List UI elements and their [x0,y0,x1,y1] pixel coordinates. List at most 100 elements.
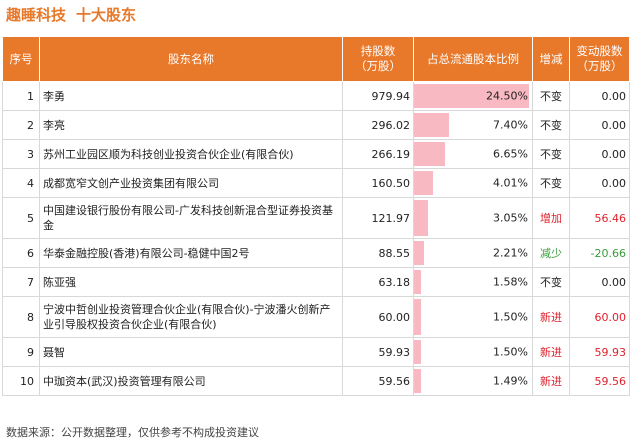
change-status: 不变 [532,81,570,111]
ratio-value: 1.58% [493,275,528,289]
ratio-bar [414,369,421,393]
row-index: 5 [2,197,40,239]
changed-shares: 0.00 [569,81,630,111]
change-status: 不变 [532,168,570,198]
row-index: 4 [2,168,40,198]
change-status: 减少 [532,238,570,268]
row-index: 1 [2,81,40,111]
ratio-value: 6.65% [493,147,528,161]
ratio-cell: 1.50% [413,296,533,338]
ratio-value: 24.50% [486,89,528,103]
header-ratio: 占总流通股本比例 [413,36,533,82]
shareholders-table: 序号 股东名称 持股数 （万股） 占总流通股本比例 增减 变动股数 （万股） 1… [2,36,630,396]
table-row: 1 李勇 979.94 24.50% 不变 0.00 [2,81,630,111]
ratio-bar [414,241,425,265]
header-change: 增减 [532,36,570,82]
ratio-value: 3.05% [493,211,528,225]
ratio-cell: 7.40% [413,110,533,140]
row-index: 2 [2,110,40,140]
shares-held: 160.50 [342,168,414,198]
ratio-bar [414,84,529,108]
changed-shares: 59.93 [569,337,630,367]
row-index: 7 [2,267,40,297]
ratio-value: 1.49% [493,374,528,388]
ratio-bar [414,171,433,195]
changed-shares: 0.00 [569,110,630,140]
ratio-bar [414,200,429,236]
shares-held: 63.18 [342,267,414,297]
change-status: 不变 [532,139,570,169]
ratio-cell: 6.65% [413,139,533,169]
table-row: 3 苏州工业园区顺为科技创业投资合伙企业(有限合伙) 266.19 6.65% 不变 0.… [2,139,630,169]
ratio-cell: 2.21% [413,238,533,268]
shares-held: 88.55 [342,238,414,268]
shares-held: 266.19 [342,139,414,169]
row-index: 10 [2,366,40,396]
table-row: 7 陈亚强 63.18 1.58% 不变 0.00 [2,267,630,297]
ratio-bar [414,270,422,294]
changed-shares: 0.00 [569,139,630,169]
shareholder-name: 陈亚强 [39,267,343,297]
ratio-value: 7.40% [493,118,528,132]
changed-shares: 0.00 [569,267,630,297]
change-status: 新进 [532,296,570,338]
header-index: 序号 [2,36,40,82]
ratio-cell: 3.05% [413,197,533,239]
ratio-bar [414,340,422,364]
change-status: 新进 [532,337,570,367]
changed-shares: 60.00 [569,296,630,338]
page-subtitle: 十大股东 [76,6,137,24]
shares-held: 59.93 [342,337,414,367]
row-index: 3 [2,139,40,169]
table-row: 10 中珈资本(武汉)投资管理有限公司 59.56 1.49% 新进 59.56 [2,366,630,396]
ratio-value: 1.50% [493,345,528,359]
ratio-bar [414,299,422,335]
row-index: 8 [2,296,40,338]
ratio-value: 1.50% [493,310,528,324]
shareholder-name: 宁波中哲创业投资管理合伙企业(有限合伙)-宁波潘火创新产业引导股权投资合伙企业(… [39,296,343,338]
header-delta: 变动股数 （万股） [569,36,630,82]
table-row: 2 李亮 296.02 7.40% 不变 0.00 [2,110,630,140]
table-row: 9 聂智 59.93 1.50% 新进 59.93 [2,337,630,367]
ratio-value: 4.01% [493,176,528,190]
shareholder-name: 李亮 [39,110,343,140]
header-name: 股东名称 [39,36,343,82]
ratio-bar [414,142,446,166]
change-status: 不变 [532,110,570,140]
shares-held: 59.56 [342,366,414,396]
row-index: 9 [2,337,40,367]
table-row: 4 成都宽窄文创产业投资集团有限公司 160.50 4.01% 不变 0.00 [2,168,630,198]
shareholder-name: 中国建设银行股份有限公司-广发科技创新混合型证券投资基金 [39,197,343,239]
shares-held: 296.02 [342,110,414,140]
page-title: 趣睡科技 十大股东 [6,4,136,26]
ratio-cell: 1.49% [413,366,533,396]
ratio-cell: 1.50% [413,337,533,367]
change-status: 不变 [532,267,570,297]
shareholder-name: 华泰金融控股(香港)有限公司-稳健中国2号 [39,238,343,268]
shareholder-name: 中珈资本(武汉)投资管理有限公司 [39,366,343,396]
data-source-note: 数据来源：公开数据整理，仅供参考不构成投资建议 [6,426,259,439]
ratio-bar [414,113,449,137]
table-row: 6 华泰金融控股(香港)有限公司-稳健中国2号 88.55 2.21% 减少 -20.66 [2,238,630,268]
header-shares: 持股数 （万股） [342,36,414,82]
changed-shares: 0.00 [569,168,630,198]
changed-shares: 59.56 [569,366,630,396]
change-status: 增加 [532,197,570,239]
shares-held: 979.94 [342,81,414,111]
row-index: 6 [2,238,40,268]
table-header-row: 序号 股东名称 持股数 （万股） 占总流通股本比例 增减 变动股数 （万股） [2,36,630,82]
shares-held: 121.97 [342,197,414,239]
change-status: 新进 [532,366,570,396]
changed-shares: -20.66 [569,238,630,268]
ratio-cell: 1.58% [413,267,533,297]
table-row: 5 中国建设银行股份有限公司-广发科技创新混合型证券投资基金 121.97 3.05%… [2,197,630,239]
company-name: 趣睡科技 [6,6,67,24]
shareholder-name: 苏州工业园区顺为科技创业投资合伙企业(有限合伙) [39,139,343,169]
ratio-cell: 24.50% [413,81,533,111]
changed-shares: 56.46 [569,197,630,239]
ratio-value: 2.21% [493,246,528,260]
ratio-cell: 4.01% [413,168,533,198]
table-row: 8 宁波中哲创业投资管理合伙企业(有限合伙)-宁波潘火创新产业引导股权投资合伙企业… [2,296,630,338]
shareholder-name: 聂智 [39,337,343,367]
shareholder-name: 李勇 [39,81,343,111]
